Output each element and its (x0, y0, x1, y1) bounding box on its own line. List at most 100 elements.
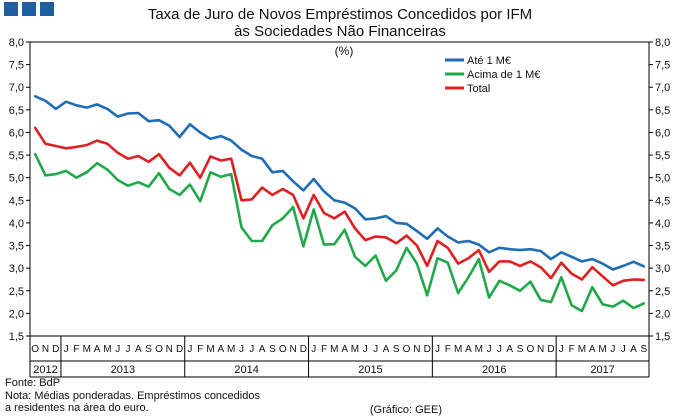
y-tick-label-left: 6,0 (9, 127, 24, 139)
data-point-ate-1m (189, 123, 191, 126)
x-month-label: J (487, 344, 492, 355)
data-point-acima-1m (189, 183, 191, 186)
data-point-total (147, 160, 150, 163)
data-point-ate-1m (426, 237, 429, 240)
x-month-label: M (206, 344, 214, 355)
data-point-total (250, 198, 253, 201)
data-point-acima-1m (508, 284, 511, 287)
data-point-acima-1m (446, 261, 449, 264)
data-point-total (292, 193, 294, 196)
data-point-total (385, 236, 387, 239)
data-point-ate-1m (467, 240, 470, 242)
data-point-ate-1m (96, 103, 98, 106)
data-point-ate-1m (457, 241, 460, 244)
data-point-total (261, 186, 264, 189)
data-point-acima-1m (116, 179, 119, 181)
header-squares (4, 2, 54, 16)
x-month-label: J (621, 344, 626, 355)
data-point-ate-1m (199, 131, 202, 134)
data-point-total (65, 147, 68, 150)
data-point-acima-1m (312, 208, 315, 211)
data-point-acima-1m (302, 245, 305, 248)
y-tick-label-right: 6,5 (655, 105, 670, 117)
source-note: Fonte: BdP (5, 377, 61, 389)
data-point-total (333, 217, 336, 220)
data-point-total (519, 264, 521, 267)
data-point-acima-1m (250, 240, 253, 242)
data-point-ate-1m (560, 251, 563, 254)
data-point-ate-1m (519, 249, 521, 251)
data-point-ate-1m (85, 106, 88, 109)
data-point-acima-1m (158, 172, 160, 175)
chart-credit: (Gráfico: GEE) (369, 404, 442, 416)
x-month-label: O (403, 344, 411, 355)
data-point-total (498, 260, 501, 263)
y-tick-label-right: 2,0 (655, 308, 670, 320)
data-point-acima-1m (261, 240, 264, 242)
x-month-label: J (497, 344, 502, 355)
data-point-acima-1m (395, 269, 398, 272)
data-point-acima-1m (96, 162, 98, 165)
x-month-label: A (630, 344, 637, 355)
data-point-total (34, 127, 37, 129)
data-point-acima-1m (436, 257, 439, 260)
data-point-ate-1m (622, 264, 625, 267)
data-point-total (632, 278, 635, 281)
data-point-ate-1m (34, 95, 37, 98)
y-tick-label-right: 3,5 (655, 241, 670, 253)
data-point-ate-1m (323, 190, 325, 193)
data-point-total (312, 193, 315, 196)
data-point-ate-1m (137, 112, 140, 114)
data-point-ate-1m (539, 250, 542, 252)
x-month-label: J (373, 344, 378, 355)
legend-label: Total (467, 83, 490, 95)
x-year-label: 2014 (234, 364, 258, 376)
data-point-total (54, 145, 57, 147)
y-tick-label-left: 7,5 (9, 60, 24, 72)
data-point-total (601, 275, 604, 278)
x-month-label: J (363, 344, 368, 355)
data-point-total (446, 246, 449, 249)
y-tick-label-left: 1,5 (9, 331, 24, 343)
data-point-ate-1m (498, 246, 501, 249)
y-tick-label-right: 3,0 (655, 263, 670, 275)
y-tick-label-left: 2,5 (9, 286, 24, 298)
y-tick-label-left: 8,0 (9, 37, 24, 49)
data-point-total (106, 142, 109, 145)
x-month-label: M (330, 344, 338, 355)
x-month-label: O (31, 344, 39, 355)
data-point-total (302, 217, 305, 220)
x-month-label: A (465, 344, 472, 355)
data-point-acima-1m (426, 294, 429, 297)
x-month-label: D (547, 344, 554, 355)
data-point-acima-1m (591, 286, 594, 289)
y-tick-label-left: 3,5 (9, 241, 24, 253)
data-point-ate-1m (550, 258, 552, 261)
data-point-ate-1m (488, 251, 490, 254)
data-point-total (457, 262, 460, 265)
data-point-acima-1m (581, 310, 583, 313)
x-month-label: D (176, 344, 183, 355)
series-line-ate-1m (33, 95, 646, 271)
x-month-label: F (321, 344, 327, 355)
data-point-ate-1m (611, 268, 614, 271)
x-month-label: M (454, 344, 462, 355)
data-point-acima-1m (219, 175, 222, 178)
data-point-acima-1m (199, 200, 202, 203)
data-point-ate-1m (477, 243, 480, 246)
data-point-total (137, 155, 140, 157)
y-tick-label-right: 7,5 (655, 60, 670, 72)
data-point-ate-1m (261, 157, 264, 160)
x-month-label: M (598, 344, 606, 355)
x-month-label: F (569, 344, 575, 355)
x-month-label: S (393, 344, 400, 355)
y-axis-left: 8,0 7,5 7,0 6,5 6,0 5,5 5,0 4,5 4,0 3,5 3,0 2,5 2,0 1… (9, 37, 30, 343)
data-point-ate-1m (343, 201, 346, 204)
y-tick-label-right: 5,5 (655, 150, 670, 162)
data-point-acima-1m (137, 181, 140, 184)
data-point-ate-1m (54, 108, 57, 110)
data-point-total (271, 193, 274, 196)
data-point-ate-1m (632, 260, 635, 263)
